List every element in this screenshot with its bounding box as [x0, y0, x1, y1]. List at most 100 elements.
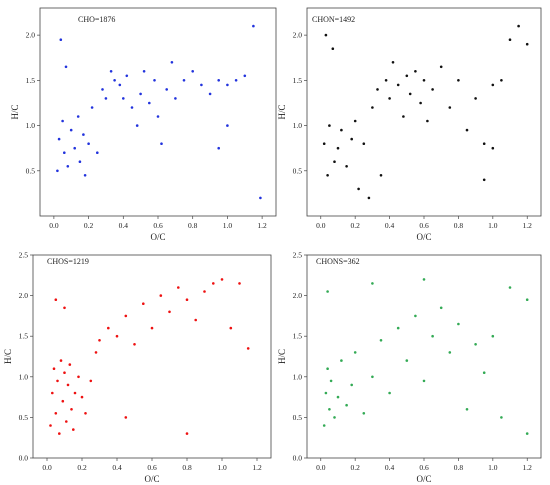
data-point [83, 174, 87, 177]
x-tick-label: 1.2 [257, 221, 267, 230]
data-point [65, 420, 68, 423]
data-point [376, 88, 379, 91]
data-point [353, 119, 357, 123]
data-point [448, 351, 452, 354]
data-point [525, 298, 529, 302]
data-point [142, 302, 145, 306]
y-tick-label: 2.0 [19, 291, 29, 300]
data-point [70, 408, 73, 411]
data-point [333, 160, 336, 163]
data-point [96, 151, 99, 154]
data-point [63, 306, 66, 310]
data-point [457, 322, 460, 326]
data-point [122, 97, 125, 100]
data-point [153, 79, 156, 82]
x-tick-label: 1.0 [488, 463, 498, 472]
data-point [243, 74, 247, 78]
panel-3: 0.0 0.2 0.4 0.6 0.8 1.0 1.2 0.0 0.5 1.0 1.5 2.0 2.5 O… [3, 251, 272, 484]
data-point [426, 119, 429, 123]
series-points [56, 24, 262, 200]
x-tick-label: 0.6 [153, 221, 163, 230]
data-point [229, 326, 233, 330]
y-tick-label: 2.0 [26, 31, 36, 40]
data-point [130, 106, 134, 109]
data-point [388, 391, 391, 395]
data-point [326, 367, 329, 371]
data-point [482, 371, 486, 375]
data-point [234, 79, 238, 82]
y-tick-label: 2.0 [293, 31, 303, 40]
data-point [87, 142, 90, 145]
data-point [54, 412, 58, 415]
data-point [133, 343, 136, 346]
data-point [208, 92, 212, 96]
data-point [194, 318, 197, 322]
data-point [396, 83, 400, 87]
x-tick-label: 0.0 [49, 221, 59, 230]
data-point [84, 412, 87, 415]
y-tick-label: 1.0 [26, 121, 36, 130]
y-tick-label: 0.5 [26, 166, 36, 175]
data-point [68, 363, 72, 366]
data-point [336, 395, 340, 399]
data-point [59, 359, 63, 362]
data-point [422, 79, 426, 82]
series-points [322, 278, 529, 435]
data-point [160, 142, 163, 145]
data-point [491, 146, 495, 150]
plot-frame [306, 7, 542, 217]
data-point [168, 310, 171, 314]
data-point [90, 106, 94, 109]
data-point [150, 326, 154, 330]
data-point [61, 399, 65, 403]
data-point [525, 432, 529, 435]
data-point [508, 38, 512, 41]
data-point [362, 412, 366, 415]
x-axis-label: O/C [150, 232, 165, 242]
x-tick-label: 0.2 [77, 463, 87, 472]
x-tick-label: 1.2 [252, 463, 262, 472]
data-point [101, 88, 104, 91]
data-point [388, 97, 391, 100]
data-point [59, 38, 63, 41]
data-point [419, 101, 422, 105]
y-tick-label: 0.5 [19, 413, 29, 422]
data-point [331, 47, 335, 50]
data-point [139, 92, 142, 96]
data-point [107, 326, 110, 330]
x-axis-label: O/C [144, 474, 159, 484]
data-point [431, 334, 434, 338]
y-tick-label: 1.5 [19, 332, 29, 341]
data-point [118, 83, 122, 87]
data-point [63, 151, 66, 154]
data-point [329, 379, 333, 383]
x-axis-label: O/C [416, 474, 431, 484]
data-point [439, 65, 443, 69]
y-tick-label: 2.5 [19, 251, 29, 260]
data-point [82, 133, 85, 136]
data-point [56, 379, 59, 383]
data-point [156, 115, 160, 118]
data-point [115, 334, 119, 338]
data-point [80, 395, 84, 399]
data-point [402, 115, 405, 118]
x-tick-label: 0.2 [350, 463, 360, 472]
data-point [500, 79, 503, 82]
data-point [238, 282, 241, 285]
panel-title: CHOS=1219 [47, 257, 89, 266]
data-point [203, 290, 206, 293]
data-point [357, 187, 360, 191]
data-point [124, 314, 128, 318]
series-points [49, 278, 250, 435]
x-tick-label: 1.0 [223, 221, 233, 230]
data-point [64, 65, 68, 69]
data-point [217, 79, 220, 82]
data-point [104, 97, 108, 100]
data-point [414, 314, 417, 318]
x-tick-label: 0.0 [316, 221, 326, 230]
data-point [89, 379, 93, 383]
data-point [159, 294, 163, 297]
data-point [340, 359, 343, 362]
data-point [56, 169, 59, 173]
plot-frame [306, 254, 542, 459]
